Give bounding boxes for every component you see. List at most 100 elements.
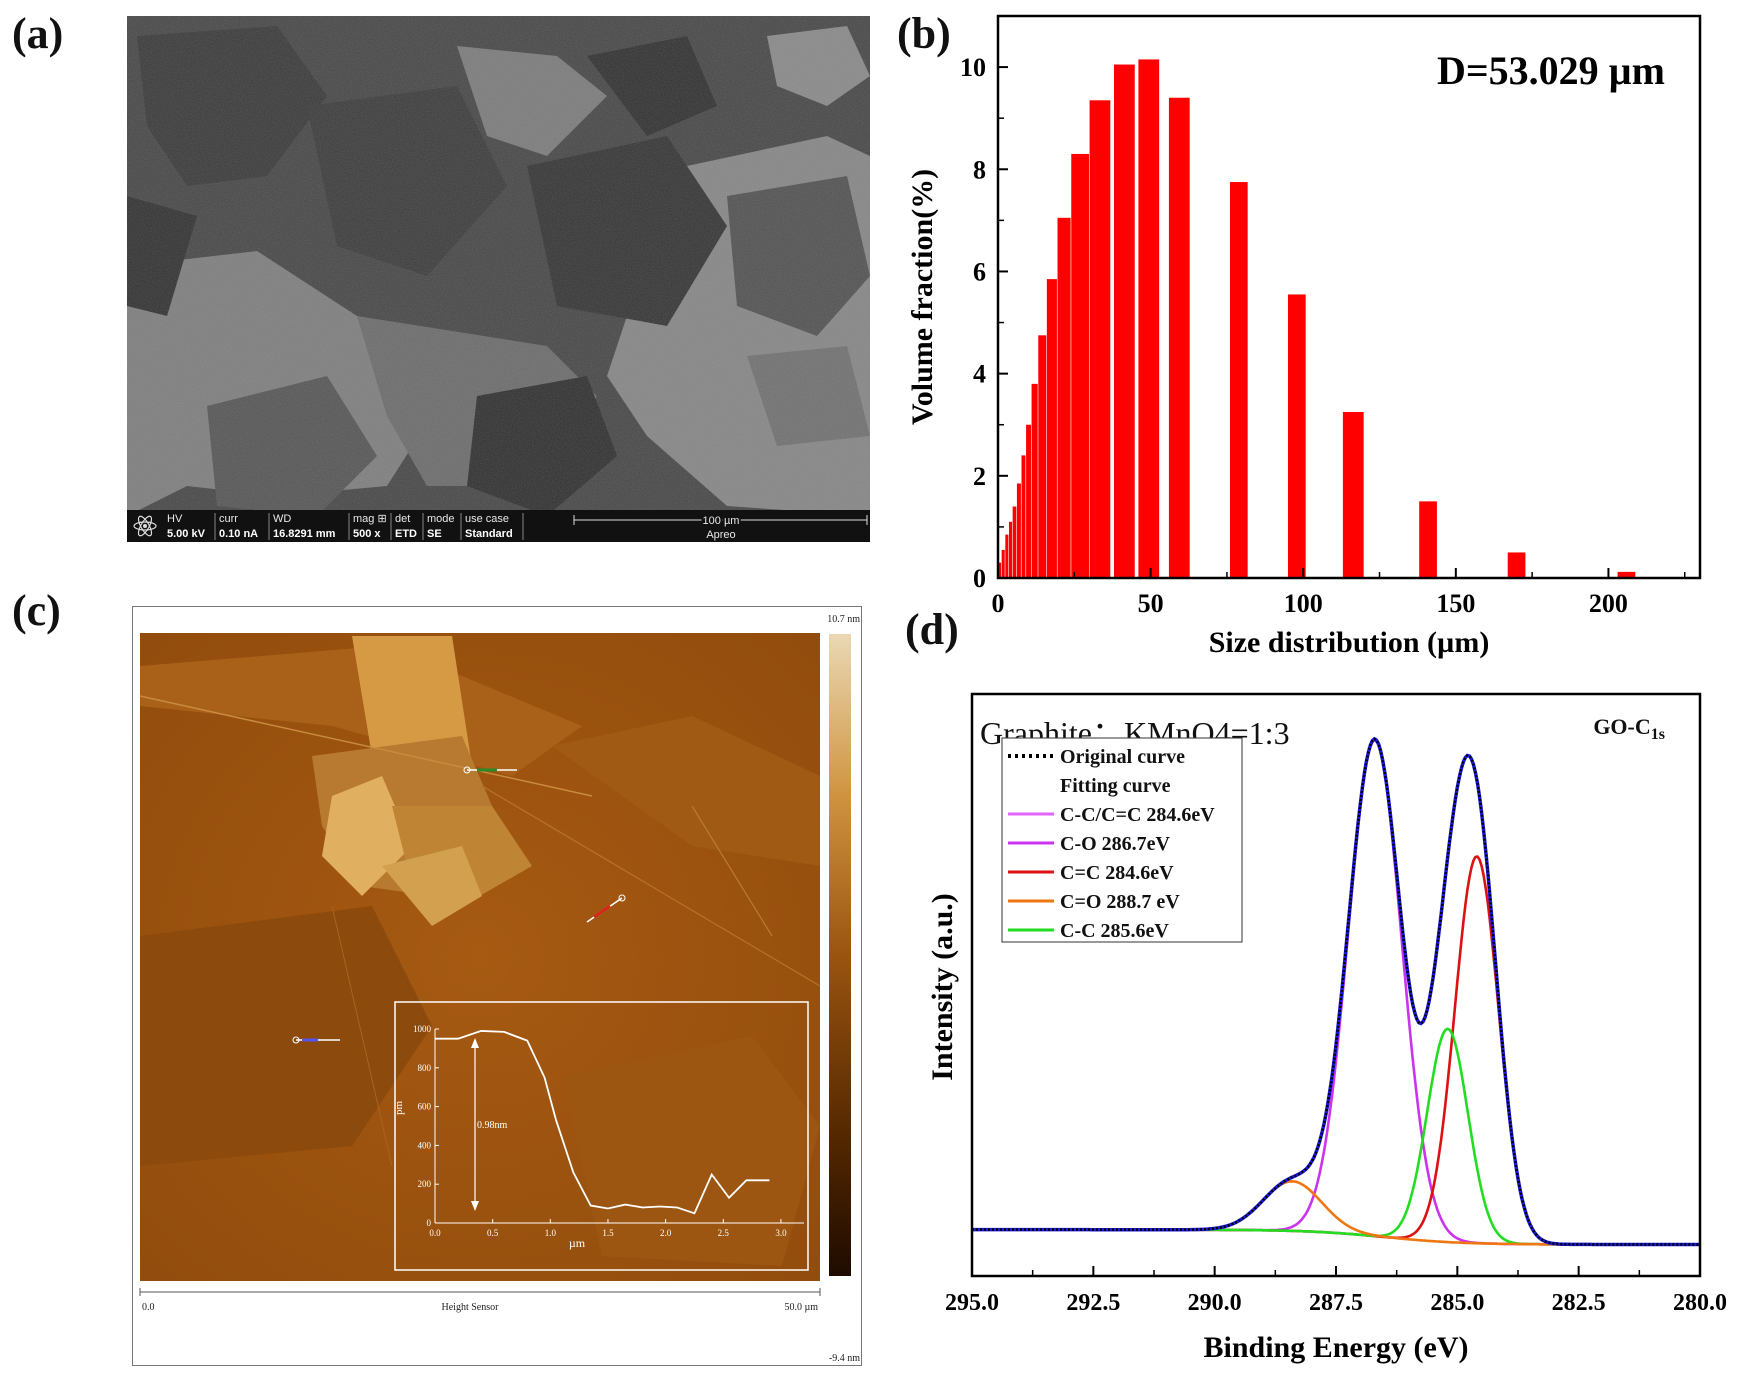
y-tick-label: 8	[973, 155, 986, 184]
legend-label: Fitting curve	[1060, 775, 1171, 797]
sem-field-value: 5.00 kV	[167, 528, 206, 540]
afm-panel: 0 200 400 600 800 1000 0.0 0.5 1.0 1.5 2.0 2.5 3.0 p…	[132, 606, 862, 1366]
xps-legend: Original curve Fitting curve C-C/C=C 284.6…	[1001, 737, 1243, 943]
histogram-bar	[1031, 383, 1038, 578]
xps-x-tick-label: 282.5	[1552, 1290, 1606, 1316]
height-profile-line	[435, 1030, 770, 1215]
histogram-bar	[1016, 483, 1021, 578]
legend-label: C-C/C=C 284.6eV	[1060, 804, 1215, 826]
sem-field-name: HV	[167, 513, 183, 525]
histogram-bar	[1617, 571, 1636, 578]
sem-instrument: Apreo	[706, 529, 735, 541]
afm-axis-title: Height Sensor	[442, 1302, 500, 1313]
legend-label: C-O 286.7eV	[1060, 833, 1171, 855]
afm-axis-end: 50.0 µm	[784, 1302, 818, 1313]
step-height-annotation: 0.98nm	[477, 1120, 508, 1131]
inset-x-tick: 0.0	[429, 1228, 441, 1238]
histogram-bar	[1168, 97, 1190, 578]
histogram-bar	[1021, 455, 1026, 578]
x-tick-label: 150	[1436, 589, 1475, 618]
histogram-bar	[1113, 64, 1135, 578]
legend-label: C-C 285.6eV	[1060, 920, 1169, 942]
y-axis-title: Volume fraction(%)	[906, 169, 939, 425]
x-tick-label: 200	[1589, 589, 1628, 618]
atom-icon	[133, 515, 157, 537]
sem-field-name: mag ⊞	[353, 513, 387, 525]
xps-y-axis-title: Intensity (a.u.)	[926, 893, 959, 1081]
y-tick-label: 10	[960, 53, 986, 82]
inset-x-tick: 0.5	[487, 1228, 499, 1238]
histogram-bar	[1089, 100, 1111, 579]
inset-x-tick: 1.0	[545, 1228, 557, 1238]
sem-field-value: 0.10 nA	[219, 528, 258, 540]
sem-field-name: use case	[465, 513, 509, 525]
histogram-bar	[1229, 182, 1248, 578]
sem-image: HV 5.00 kV curr 0.10 nA WD 16.8291 mm mag ⊞ 500…	[127, 16, 870, 542]
histogram-bar	[1012, 506, 1017, 578]
histogram-bar	[1138, 59, 1160, 579]
afm-colorbar	[829, 634, 851, 1276]
xps-x-tick-label: 287.5	[1309, 1290, 1363, 1316]
sem-field-name: WD	[273, 513, 291, 525]
spectrum-title: GO-C1s	[1593, 714, 1665, 743]
histogram-bar	[1057, 217, 1071, 579]
panel-label-a: (a)	[12, 9, 64, 58]
legend-label: C=O 288.7 eV	[1060, 891, 1180, 913]
y-tick-label: 2	[973, 462, 986, 491]
inset-x-tick: 1.5	[602, 1228, 614, 1238]
inset-y-tick: 400	[418, 1140, 432, 1150]
legend-label: Original curve	[1060, 746, 1185, 768]
histogram-bar	[1046, 279, 1057, 578]
mean-size-annotation: D=53.029 µm	[1437, 48, 1665, 93]
histogram-bar	[1038, 335, 1047, 578]
original-data-curve	[972, 737, 1700, 1246]
legend-label: C=C 284.6eV	[1060, 862, 1174, 884]
histogram-bar	[1008, 521, 1013, 578]
x-tick-label: 100	[1284, 589, 1323, 618]
sem-field-name: det	[395, 513, 410, 525]
y-tick-label: 0	[973, 564, 986, 593]
x-tick-label: 0	[992, 589, 1005, 618]
panel-label-d: (d)	[905, 605, 959, 654]
xps-x-axis-title: Binding Energy (eV)	[1203, 1331, 1468, 1364]
histogram-bar	[1001, 549, 1005, 578]
x-tick-label: 50	[1138, 589, 1164, 618]
component-peak-curve	[972, 1179, 1700, 1246]
inset-y-tick: 200	[418, 1179, 432, 1189]
xps-x-tick-label: 280.0	[1673, 1290, 1727, 1316]
height-profile-inset: 0 200 400 600 800 1000 0.0 0.5 1.0 1.5 2.0 2.5 3.0 p…	[393, 1001, 809, 1271]
histogram-bar	[1071, 153, 1089, 579]
xps-x-tick-label: 292.5	[1066, 1290, 1120, 1316]
histogram-bar	[1287, 294, 1306, 578]
x-axis-title: Size distribution (µm)	[1209, 626, 1490, 659]
histogram-bar	[1342, 411, 1364, 578]
inset-x-label: µm	[569, 1236, 586, 1250]
panel-label-c: (c)	[12, 586, 61, 635]
sem-field-value: ETD	[395, 528, 417, 540]
sem-micrograph: HV 5.00 kV curr 0.10 nA WD 16.8291 mm mag ⊞ 500…	[127, 16, 870, 542]
xps-x-tick-label: 295.0	[945, 1290, 999, 1316]
sem-scale-label: 100 µm	[703, 515, 740, 527]
inset-x-tick: 2.5	[718, 1228, 730, 1238]
inset-y-label: pm	[393, 1101, 405, 1116]
histogram-bar	[1005, 534, 1009, 578]
histogram-bar	[1026, 424, 1031, 578]
histogram-bar	[1507, 552, 1526, 578]
plot-frame	[996, 14, 1702, 580]
colorbar-min-label: -9.4 nm	[829, 1353, 860, 1364]
sem-field-name: curr	[219, 513, 238, 525]
inset-y-tick: 800	[418, 1063, 432, 1073]
inset-y-tick: 1000	[413, 1024, 432, 1034]
size-distribution-chart: 0 50 100 150 200 0 2 4 6 8 10 D=53.029 µm Size dis…	[906, 14, 1702, 659]
colorbar-max-label: 10.7 nm	[827, 614, 860, 625]
sem-field-name: mode	[427, 513, 455, 525]
inset-y-tick: 600	[418, 1102, 432, 1112]
sem-field-value: SE	[427, 528, 442, 540]
y-tick-label: 6	[973, 257, 986, 286]
xps-c1s-chart: 295.0 292.5 290.0 287.5 285.0 282.5 280.0 Grap…	[926, 692, 1727, 1364]
inset-x-tick: 3.0	[775, 1228, 787, 1238]
sem-field-value: 500 x	[353, 528, 381, 540]
histogram-bar	[1419, 501, 1437, 578]
inset-y-tick: 0	[427, 1218, 432, 1228]
y-tick-label: 4	[973, 360, 986, 389]
